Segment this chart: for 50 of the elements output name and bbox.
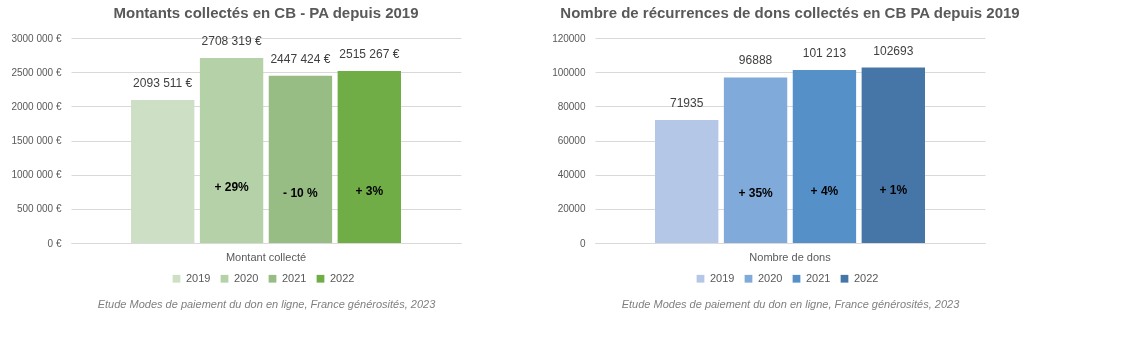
legend-label: 2022 [854, 271, 879, 284]
chart-title: Nombre de récurrences de dons collectés en CB PA depuis 2019 [560, 4, 1020, 21]
y-tick-label: 1000 000 € [11, 169, 62, 181]
data-label: 2708 319 € [201, 33, 262, 48]
y-tick-label: 60000 [557, 135, 586, 146]
annotation: + 3% [355, 184, 384, 199]
legend-label: 2019 [710, 271, 735, 284]
bar [131, 99, 195, 243]
annotation: + 1% [879, 183, 908, 198]
y-tick-label: 40000 [557, 169, 586, 181]
y-tick-label: 0 [579, 237, 586, 249]
data-label: 2093 511 € [133, 75, 193, 90]
y-tick-label: 20000 [557, 203, 586, 215]
legend-label: 2019 [186, 271, 211, 284]
annotation: + 35% [738, 186, 774, 201]
data-label: 2447 424 € [270, 51, 331, 66]
bar [199, 57, 264, 243]
y-tick-label: 0 € [47, 237, 62, 249]
legend-label: 2022 [330, 271, 355, 284]
bar [268, 75, 333, 243]
bar [337, 71, 401, 243]
legend-label: 2021 [806, 271, 831, 284]
data-label: 102693 [873, 43, 914, 58]
y-tick-label: 1500 000 € [11, 135, 62, 146]
data-label: 101 213 [802, 46, 847, 61]
y-tick-label: 3000 000 € [11, 32, 62, 44]
bar [723, 77, 788, 243]
legend-label: 2021 [282, 271, 307, 284]
chart-title: Montants collectés en CB - PA depuis 2019 [113, 4, 419, 21]
legend-label: 2020 [234, 271, 259, 284]
y-tick-label: 2500 000 € [11, 66, 62, 78]
y-tick-label: 80000 [557, 100, 586, 112]
y-tick-label: 120000 [552, 32, 586, 44]
annotation: + 29% [214, 180, 250, 195]
data-label: 96888 [738, 53, 773, 68]
bar [792, 70, 857, 243]
y-tick-label: 100000 [552, 66, 586, 78]
data-label: 2515 267 € [339, 47, 400, 62]
data-label: 71935 [670, 96, 704, 111]
text: Etude Modes de paiement du don en ligne, France générosités, 2023 [621, 297, 961, 310]
text: Etude Modes de paiement du don en ligne, France générosités, 2023 [97, 297, 437, 310]
annotation: + 4% [810, 184, 839, 199]
bar [861, 67, 925, 243]
annotation: - 10 % [283, 185, 319, 200]
x-tick-label: Nombre de dons [749, 250, 832, 263]
bar [655, 120, 719, 243]
legend-label: 2020 [758, 271, 783, 284]
y-tick-label: 2000 000 € [11, 100, 62, 112]
x-tick-label: Montant collecté [225, 250, 307, 263]
y-tick-label: 500 000 € [17, 203, 62, 215]
